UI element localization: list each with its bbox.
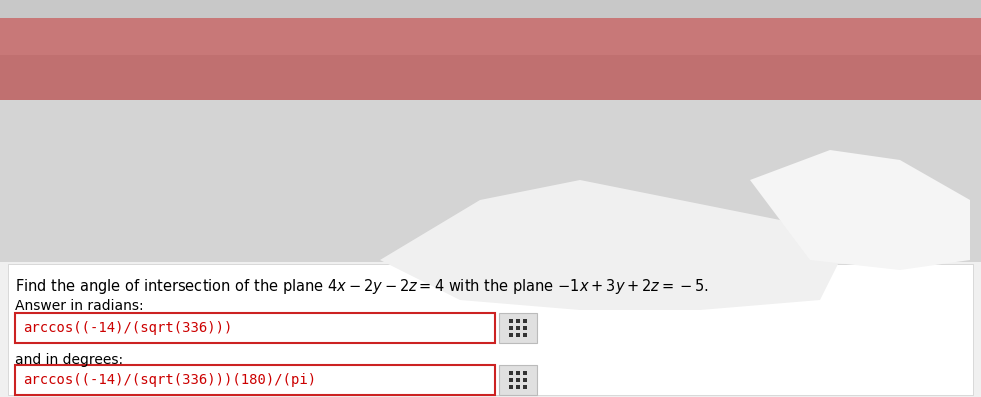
Polygon shape: [380, 180, 840, 310]
Bar: [509, 319, 513, 323]
Bar: [523, 378, 527, 382]
Text: Answer in radians:: Answer in radians:: [15, 299, 143, 313]
Bar: [523, 385, 527, 389]
Bar: [516, 385, 520, 389]
Bar: [516, 371, 520, 375]
Bar: [15, 313, 495, 343]
Bar: [516, 333, 520, 337]
Text: arccos((-14)/(sqrt(336)))(180)/(pi): arccos((-14)/(sqrt(336)))(180)/(pi): [23, 373, 316, 387]
Bar: [516, 378, 520, 382]
Bar: [0, 55, 981, 100]
Bar: [523, 333, 527, 337]
Bar: [523, 326, 527, 330]
Bar: [516, 319, 520, 323]
Bar: [8, 264, 973, 395]
Bar: [509, 326, 513, 330]
Bar: [15, 365, 495, 395]
Text: and in degrees:: and in degrees:: [15, 353, 124, 367]
Text: Find the angle of intersection of the plane $4x - 2y - 2z = 4$ with the plane $-: Find the angle of intersection of the pl…: [15, 277, 709, 296]
Bar: [499, 313, 537, 343]
Text: arccos((-14)/(sqrt(336))): arccos((-14)/(sqrt(336))): [23, 321, 232, 335]
Bar: [0, 262, 981, 397]
Bar: [0, 0, 981, 18]
Bar: [499, 365, 537, 395]
Bar: [523, 371, 527, 375]
Bar: [0, 18, 981, 55]
Polygon shape: [750, 150, 970, 270]
Bar: [0, 0, 981, 262]
Bar: [509, 378, 513, 382]
Bar: [509, 333, 513, 337]
Bar: [516, 326, 520, 330]
Bar: [509, 371, 513, 375]
Bar: [523, 319, 527, 323]
Bar: [509, 385, 513, 389]
